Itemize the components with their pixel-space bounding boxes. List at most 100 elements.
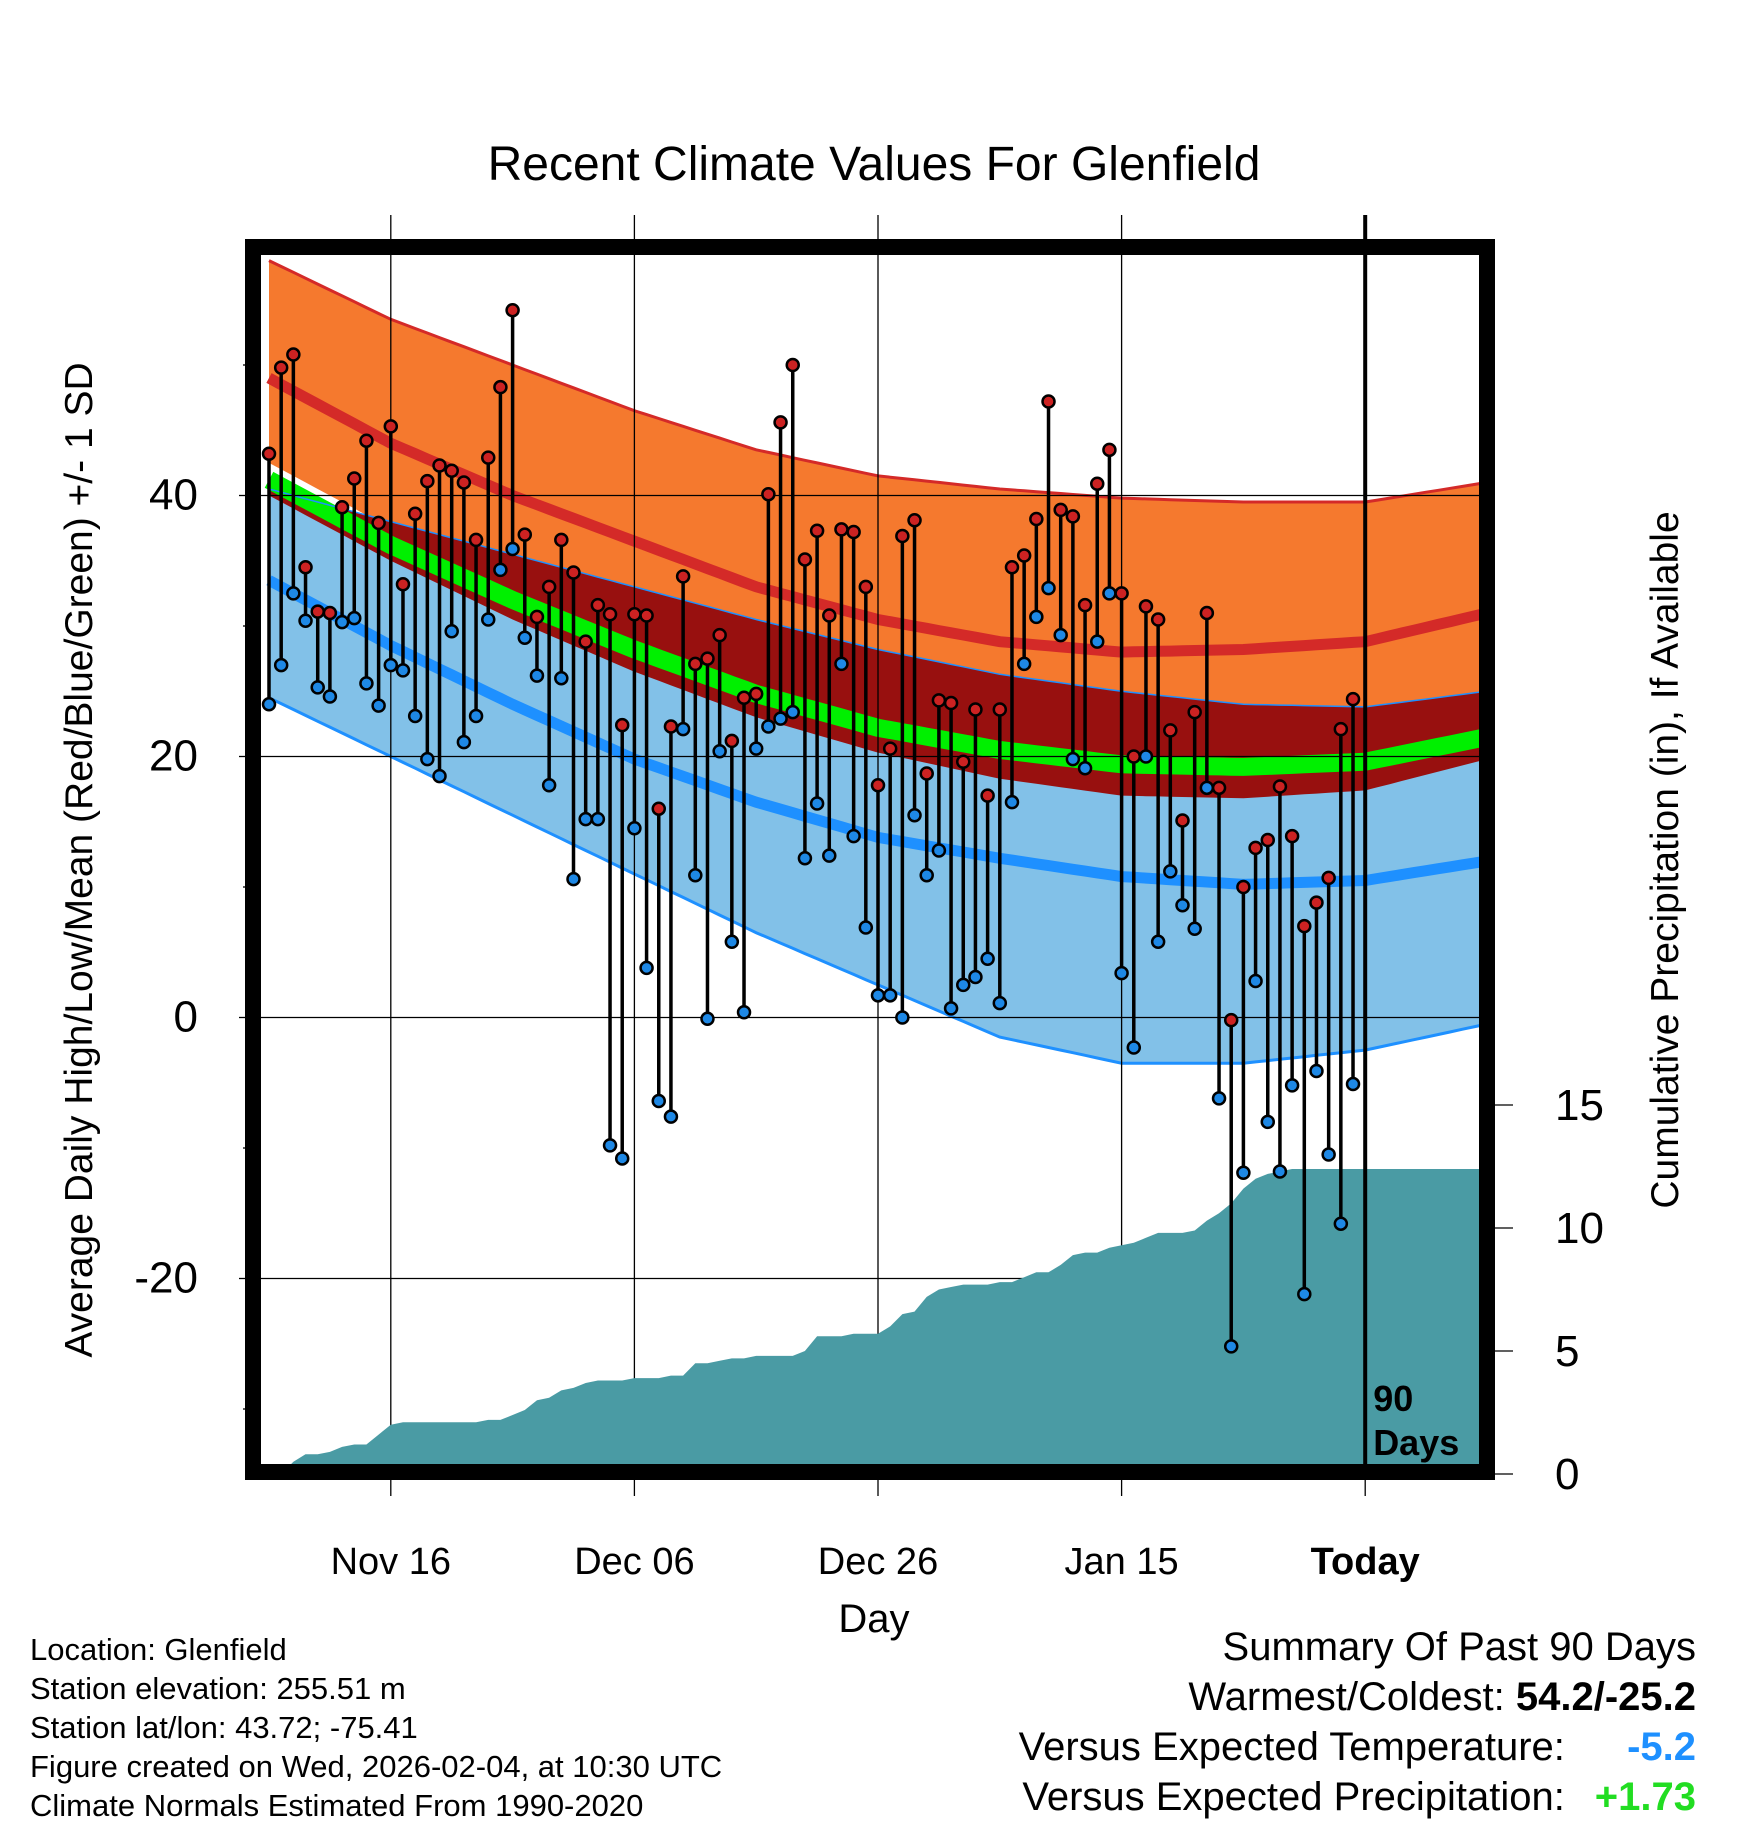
period-label-days: Days [1373, 1422, 1459, 1463]
obs-high-point [1260, 832, 1276, 848]
obs-high-point [286, 347, 301, 362]
chart-title: Recent Climate Values For Glenfield [488, 138, 1261, 191]
obs-high-point [1004, 560, 1020, 575]
obs-high-point [858, 579, 874, 595]
precip-value: +1.73 [1594, 1775, 1696, 1819]
obs-low-point [931, 843, 947, 858]
obs-low-point [310, 680, 325, 695]
obs-low-point [736, 1005, 752, 1020]
obs-low-point [590, 811, 606, 827]
obs-low-point [785, 704, 800, 720]
obs-high-point [651, 801, 667, 816]
station-info: Location: Glenfield Station elevation: 2… [30, 1630, 722, 1825]
obs-high-point [1199, 605, 1215, 621]
obs-high-point [712, 627, 727, 643]
obs-high-point [1114, 586, 1129, 601]
obs-high-point [480, 450, 496, 465]
obs-high-point [1041, 394, 1056, 409]
obs-high-point [1187, 704, 1202, 720]
obs-low-point [1004, 794, 1020, 810]
summary-warm-cold: Warmest/Coldest: 54.2/-25.2 [1019, 1672, 1696, 1722]
x-axis-label: Day [838, 1597, 909, 1641]
y2-tick-label: 5 [1555, 1327, 1579, 1376]
precip-label: Versus Expected Precipitation: [1022, 1775, 1565, 1819]
obs-low-point [480, 612, 496, 627]
obs-low-point [1223, 1339, 1239, 1354]
obs-low-point [456, 734, 472, 750]
warm-cold-value: 54.2/-25.2 [1515, 1675, 1696, 1719]
obs-high-point [566, 565, 581, 580]
obs-low-point [1321, 1147, 1336, 1162]
obs-low-point [895, 1010, 910, 1025]
obs-high-point [1163, 723, 1178, 738]
y-axis-label: Average Daily High/Low/Mean (Red/Blue/Gr… [58, 362, 101, 1357]
obs-low-point [1053, 627, 1068, 643]
temp-value: -5.2 [1627, 1725, 1696, 1769]
obs-high-point [931, 693, 947, 708]
obs-high-point [261, 446, 277, 461]
location-text: Location: Glenfield [30, 1632, 287, 1667]
obs-high-point [882, 741, 898, 756]
obs-low-point [493, 562, 508, 578]
obs-high-point [1175, 813, 1190, 828]
obs-low-point [371, 698, 386, 713]
obs-low-point [1236, 1165, 1251, 1181]
obs-low-point [529, 668, 545, 683]
obs-high-point [907, 513, 922, 528]
obs-low-point [822, 848, 837, 863]
obs-high-point [1053, 502, 1068, 518]
obs-high-point [505, 302, 520, 318]
obs-high-point [322, 605, 338, 621]
obs-low-point [882, 988, 898, 1003]
obs-high-point [1029, 511, 1044, 527]
obs-high-point [420, 473, 435, 489]
y-tick-label: 40 [149, 471, 198, 520]
latlon-text: Station lat/lon: 43.72; -75.41 [30, 1710, 418, 1745]
obs-low-point [761, 719, 776, 734]
obs-low-point [517, 630, 533, 645]
obs-high-point [700, 651, 715, 666]
obs-low-point [1102, 586, 1117, 601]
obs-high-point [797, 552, 813, 567]
obs-low-point [968, 969, 983, 985]
obs-high-point [627, 607, 642, 622]
obs-high-point [529, 609, 545, 625]
obs-high-point [1089, 476, 1105, 492]
obs-high-point [614, 717, 630, 733]
obs-low-point [639, 960, 654, 976]
obs-high-point [992, 702, 1008, 717]
obs-high-point [1272, 779, 1288, 794]
obs-low-point [858, 920, 874, 935]
obs-high-point [273, 360, 289, 375]
obs-high-point [1321, 870, 1336, 886]
obs-high-point [517, 527, 533, 542]
obs-high-point [395, 576, 411, 592]
obs-high-point [1077, 597, 1093, 613]
obs-high-point [554, 532, 569, 548]
obs-low-point [541, 777, 557, 793]
obs-low-point [956, 977, 971, 993]
obs-low-point [1126, 1040, 1142, 1055]
obs-low-point [748, 741, 764, 756]
obs-low-point [651, 1093, 667, 1109]
obs-low-point [1333, 1216, 1349, 1231]
obs-high-point [1345, 691, 1361, 707]
obs-high-point [761, 486, 776, 502]
obs-high-point [1223, 1012, 1239, 1028]
obs-low-point [992, 995, 1008, 1011]
obs-high-point [602, 607, 618, 622]
obs-high-point [1065, 509, 1081, 524]
obs-high-point [590, 597, 606, 613]
x-tick-label: Jan 15 [1065, 1541, 1179, 1583]
obs-low-point [1163, 864, 1178, 879]
obs-low-point [980, 951, 995, 967]
obs-high-point [1102, 442, 1117, 458]
obs-low-point [420, 751, 435, 767]
obs-high-point [980, 788, 995, 803]
y-tick-label: 20 [149, 732, 198, 781]
obs-low-point [846, 828, 861, 844]
obs-low-point [614, 1151, 630, 1166]
obs-high-point [724, 733, 740, 749]
obs-low-point [1041, 580, 1056, 596]
